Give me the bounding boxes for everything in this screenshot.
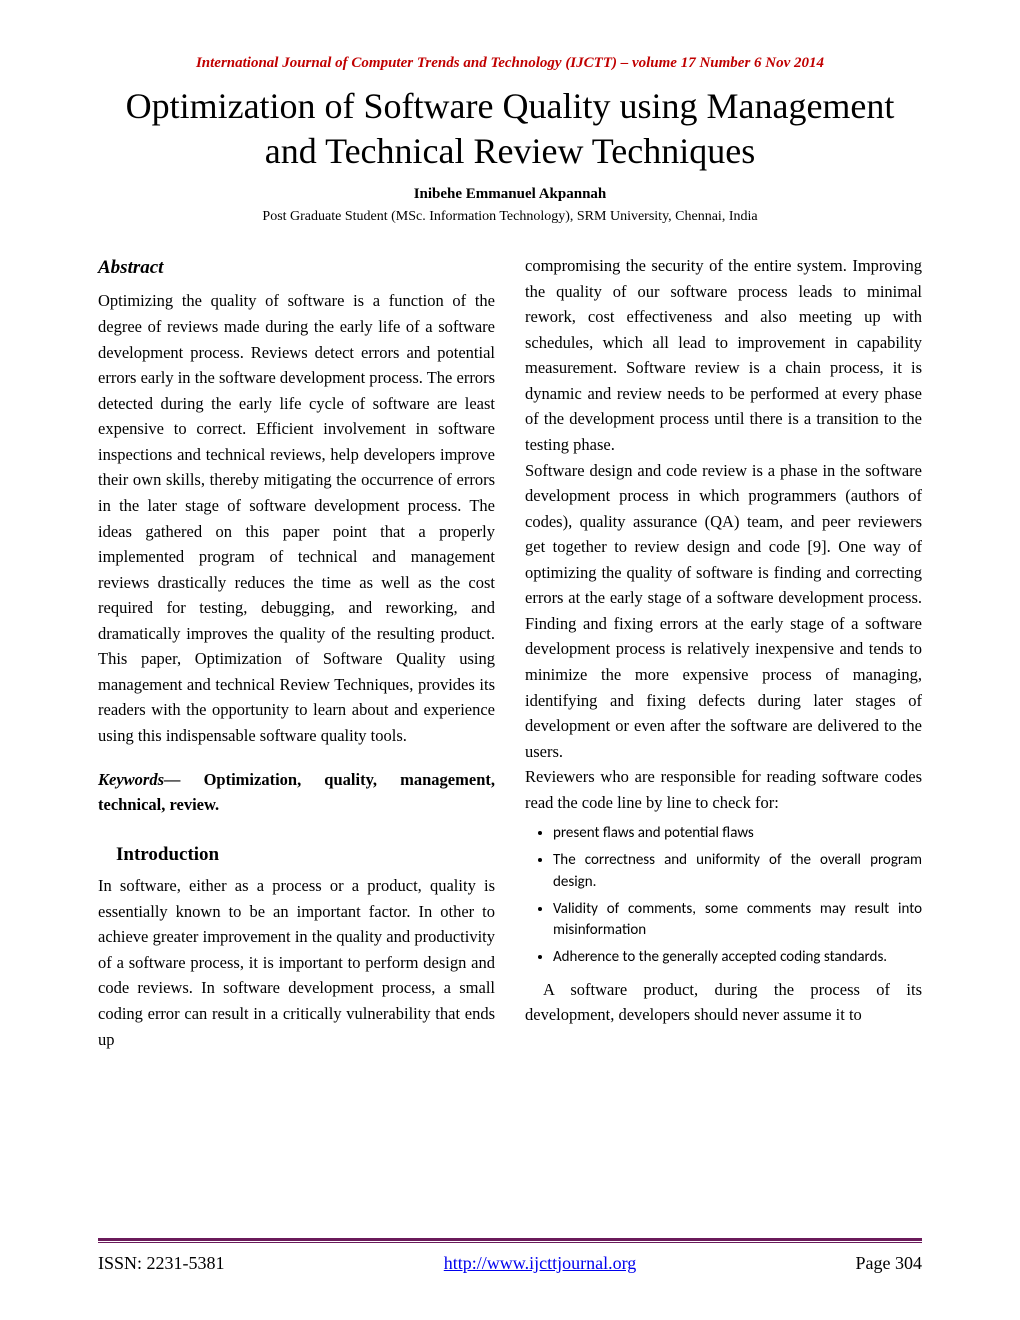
journal-url-link[interactable]: http://www.ijcttjournal.org <box>444 1253 636 1274</box>
paper-title: Optimization of Software Quality using M… <box>98 84 922 174</box>
keywords: Keywords— Optimization, quality, managem… <box>98 767 495 818</box>
page-footer: ISSN: 2231-5381 http://www.ijcttjournal.… <box>98 1238 922 1274</box>
col2-para2: Software design and code review is a pha… <box>525 458 922 765</box>
page-number: Page 304 <box>856 1253 923 1274</box>
col2-para4: A software product, during the process o… <box>525 977 922 1028</box>
list-item: The correctness and uniformity of the ov… <box>553 850 922 894</box>
author-name: Inibehe Emmanuel Akpannah <box>98 186 922 203</box>
list-item: present flaws and potential flaws <box>553 823 922 845</box>
keywords-label: Keywords— <box>98 770 181 789</box>
introduction-heading: Introduction <box>116 840 495 869</box>
list-item: Adherence to the generally accepted codi… <box>553 947 922 969</box>
abstract-body: Optimizing the quality of software is a … <box>98 288 495 748</box>
list-item: Validity of comments, some comments may … <box>553 899 922 943</box>
col2-para1: compromising the security of the entire … <box>525 253 922 458</box>
issn-text: ISSN: 2231-5381 <box>98 1253 225 1274</box>
left-column: Abstract Optimizing the quality of softw… <box>98 253 495 1052</box>
author-affiliation: Post Graduate Student (MSc. Information … <box>98 209 922 225</box>
journal-header: International Journal of Computer Trends… <box>98 55 922 72</box>
col2-para3: Reviewers who are responsible for readin… <box>525 764 922 815</box>
footer-rule <box>98 1238 922 1243</box>
reviewer-check-list: present flaws and potential flaws The co… <box>553 823 922 969</box>
two-column-body: Abstract Optimizing the quality of softw… <box>98 253 922 1052</box>
right-column: compromising the security of the entire … <box>525 253 922 1052</box>
introduction-body-left: In software, either as a process or a pr… <box>98 873 495 1052</box>
abstract-heading: Abstract <box>98 253 495 282</box>
